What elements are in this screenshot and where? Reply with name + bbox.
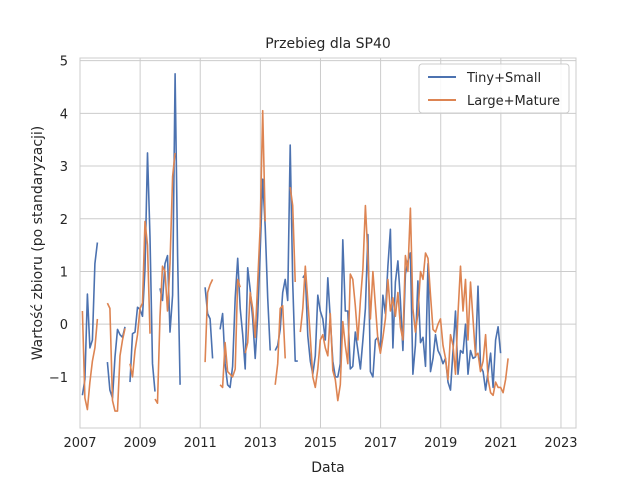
- series-line-large-mature: [81, 109, 509, 412]
- y-tick-label: 3: [60, 160, 68, 175]
- x-tick-label: 2007: [63, 436, 96, 451]
- y-tick-label: −1: [49, 371, 68, 386]
- legend-label-large-mature: Large+Mature: [467, 94, 560, 109]
- y-tick-label: 5: [60, 55, 68, 70]
- x-tick-label: 2013: [244, 436, 277, 451]
- x-tick-label: 2015: [304, 436, 337, 451]
- x-tick-label: 2009: [124, 436, 157, 451]
- series-line-tiny-small: [81, 73, 502, 399]
- plot-frame: [79, 57, 577, 429]
- legend: Tiny+Small Large+Mature: [418, 63, 570, 114]
- y-axis-label: Wartość zbioru (po standaryzacji): [30, 126, 46, 361]
- x-tick-label: 2011: [184, 436, 217, 451]
- y-tick-labels: −1 0 1 2 3 4 5: [49, 55, 68, 386]
- legend-label-tiny-small: Tiny+Small: [466, 71, 541, 86]
- x-tick-label: 2017: [364, 436, 397, 451]
- y-tick-label: 1: [60, 265, 68, 280]
- x-tick-label: 2021: [484, 436, 517, 451]
- x-tick-label: 2023: [544, 436, 577, 451]
- x-tick-label: 2019: [424, 436, 457, 451]
- chart-title: Przebieg dla SP40: [265, 36, 391, 52]
- y-tick-label: 2: [60, 213, 68, 228]
- legend-box: [418, 63, 570, 114]
- x-axis-label: Data: [311, 460, 344, 476]
- y-tick-label: 0: [60, 318, 68, 333]
- y-tick-label: 4: [60, 107, 68, 122]
- x-tick-labels: 2007 2009 2011 2013 2015 2017 2019 2021 2023: [63, 436, 577, 451]
- series-lines: [81, 73, 509, 412]
